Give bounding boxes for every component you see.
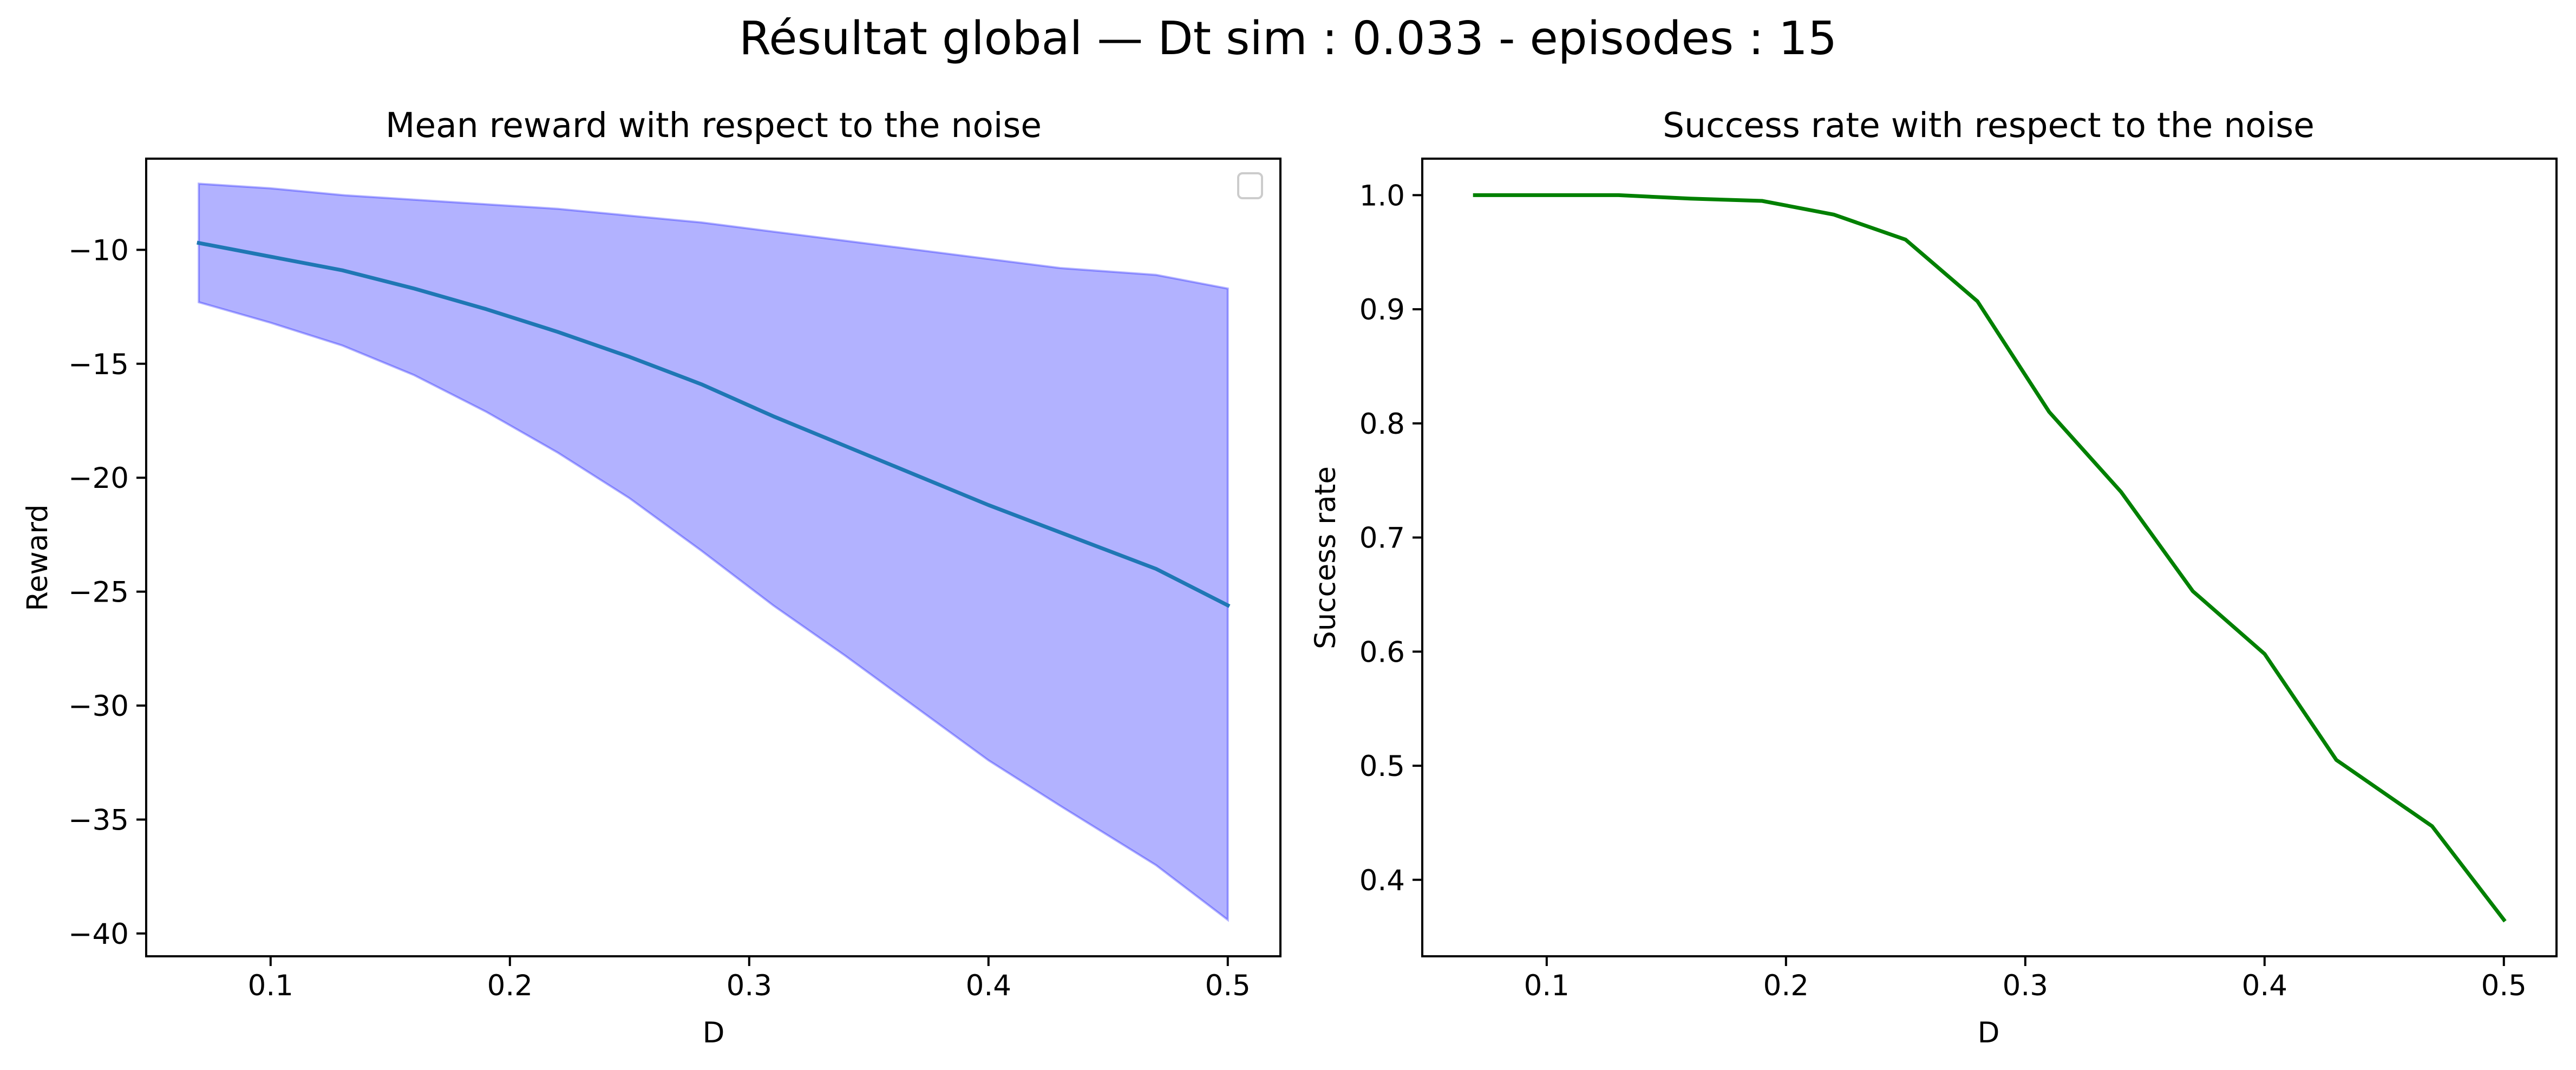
reward-ytick-label: −10: [68, 234, 129, 267]
success-xtick-label: 0.5: [2481, 969, 2527, 1002]
success-series-line: [1473, 193, 2507, 923]
reward-data-point: [913, 472, 920, 479]
success-data-point: [1902, 237, 1909, 243]
success-data-point: [1615, 192, 1622, 198]
reward-ytick-label: −20: [68, 462, 129, 495]
success-xtick-label: 0.4: [2242, 969, 2287, 1002]
reward-axes-frame: [145, 158, 1282, 957]
success-chart-xlabel: D: [1978, 1016, 2000, 1049]
reward-data-point: [698, 381, 704, 388]
reward-xtick-label: 0.2: [487, 969, 533, 1002]
success-data-point: [2046, 409, 2052, 415]
reward-data-point: [195, 240, 202, 246]
reward-data-point: [1057, 529, 1063, 536]
success-ytick-label: 0.6: [1359, 636, 1405, 669]
success-chart: Success rate with respect to the noise D…: [1309, 106, 2558, 1049]
reward-series-line: [197, 240, 1231, 608]
reward-data-point: [1153, 566, 1159, 572]
reward-data-point: [770, 413, 776, 420]
figure-suptitle: Résultat global — Dt sim : 0.033 - episo…: [739, 12, 1837, 66]
success-ytick-label: 0.9: [1359, 293, 1405, 327]
reward-chart: Mean reward with respect to the noise D …: [21, 106, 1282, 1049]
reward-data-point: [626, 354, 633, 360]
reward-data-point: [339, 267, 345, 273]
reward-chart-ylabel: Reward: [21, 504, 54, 611]
success-data-point: [1687, 195, 1694, 202]
reward-data-point: [267, 253, 274, 260]
reward-legend-box: [1237, 172, 1263, 199]
reward-std-band: [198, 182, 1229, 922]
success-ytick-label: 0.5: [1359, 750, 1405, 783]
success-xtick-label: 0.2: [1763, 969, 1809, 1002]
success-data-point: [1759, 198, 1766, 204]
reward-ytick-label: −25: [68, 576, 129, 609]
reward-xtick-label: 0.4: [966, 969, 1011, 1002]
reward-xtick-label: 0.5: [1205, 969, 1251, 1002]
success-data-point: [2118, 488, 2124, 495]
success-data-point: [2501, 917, 2507, 923]
success-data-point: [2333, 757, 2339, 764]
success-chart-title: Success rate with respect to the noise: [1663, 106, 2315, 145]
reward-data-point: [1225, 602, 1231, 609]
reward-data-point: [554, 329, 561, 335]
reward-xtick-label: 0.3: [727, 969, 772, 1002]
success-ytick-label: 0.7: [1359, 522, 1405, 555]
reward-ytick-label: −35: [68, 804, 129, 837]
reward-chart-xlabel: D: [703, 1016, 725, 1049]
success-ytick-label: 0.4: [1359, 864, 1405, 897]
success-ytick-label: 1.0: [1359, 179, 1405, 212]
success-data-point: [2189, 588, 2196, 595]
reward-data-point: [985, 502, 992, 508]
reward-ytick-label: −30: [68, 690, 129, 723]
success-ytick-label: 0.8: [1359, 408, 1405, 441]
success-data-point: [1544, 192, 1550, 198]
reward-ytick-label: −40: [68, 918, 129, 951]
success-axes-frame: [1421, 158, 2558, 957]
reward-chart-title: Mean reward with respect to the noise: [385, 106, 1042, 145]
success-data-point: [1974, 298, 1980, 304]
success-xtick-label: 0.1: [1524, 969, 1570, 1002]
success-data-point: [1472, 192, 1478, 198]
reward-xtick-label: 0.1: [248, 969, 293, 1002]
success-chart-ylabel: Success rate: [1309, 466, 1342, 649]
success-data-point: [2429, 823, 2435, 830]
reward-data-point: [483, 306, 489, 312]
reward-data-point: [842, 442, 848, 449]
success-data-point: [2261, 651, 2268, 657]
reward-ytick-label: −15: [68, 348, 129, 381]
success-data-point: [1830, 211, 1837, 218]
success-xtick-label: 0.3: [2003, 969, 2048, 1002]
reward-data-point: [411, 285, 417, 292]
